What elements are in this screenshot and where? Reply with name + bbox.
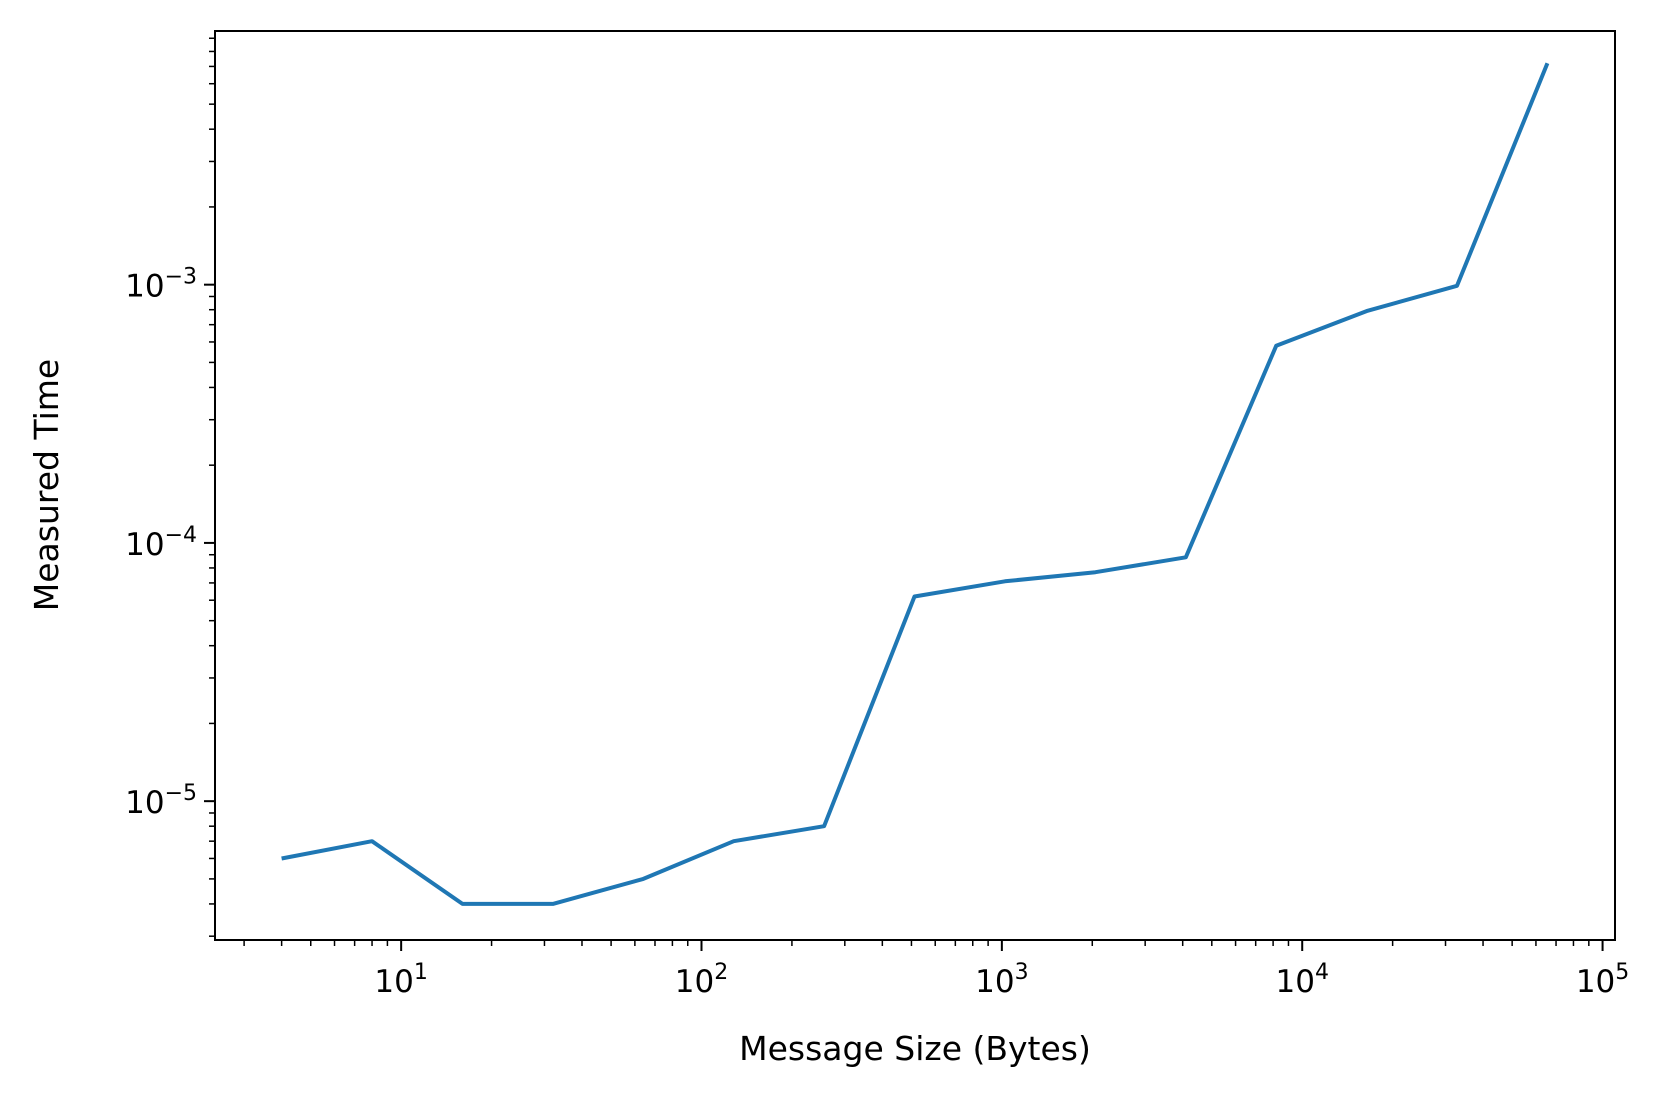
x-tick-label: 101 [374, 960, 427, 1000]
y-tick-label: 10−3 [125, 265, 197, 305]
x-tick-label: 105 [1576, 960, 1629, 1000]
x-tick-label: 104 [1275, 960, 1328, 1000]
plot-frame [214, 30, 1616, 941]
x-tick-label: 103 [975, 960, 1028, 1000]
series-layer [281, 62, 1550, 906]
ticks-layer: 101 102 103 104 105 10−5 10−4 10−3 [125, 37, 1629, 1000]
y-axis-label: Measured Time [27, 359, 66, 611]
y-tick-label: 10−5 [125, 781, 197, 821]
x-axis-label: Message Size (Bytes) [739, 1029, 1091, 1068]
y-tick-label: 10−4 [125, 523, 197, 563]
series-line [281, 62, 1550, 906]
x-tick-label: 102 [675, 960, 728, 1000]
